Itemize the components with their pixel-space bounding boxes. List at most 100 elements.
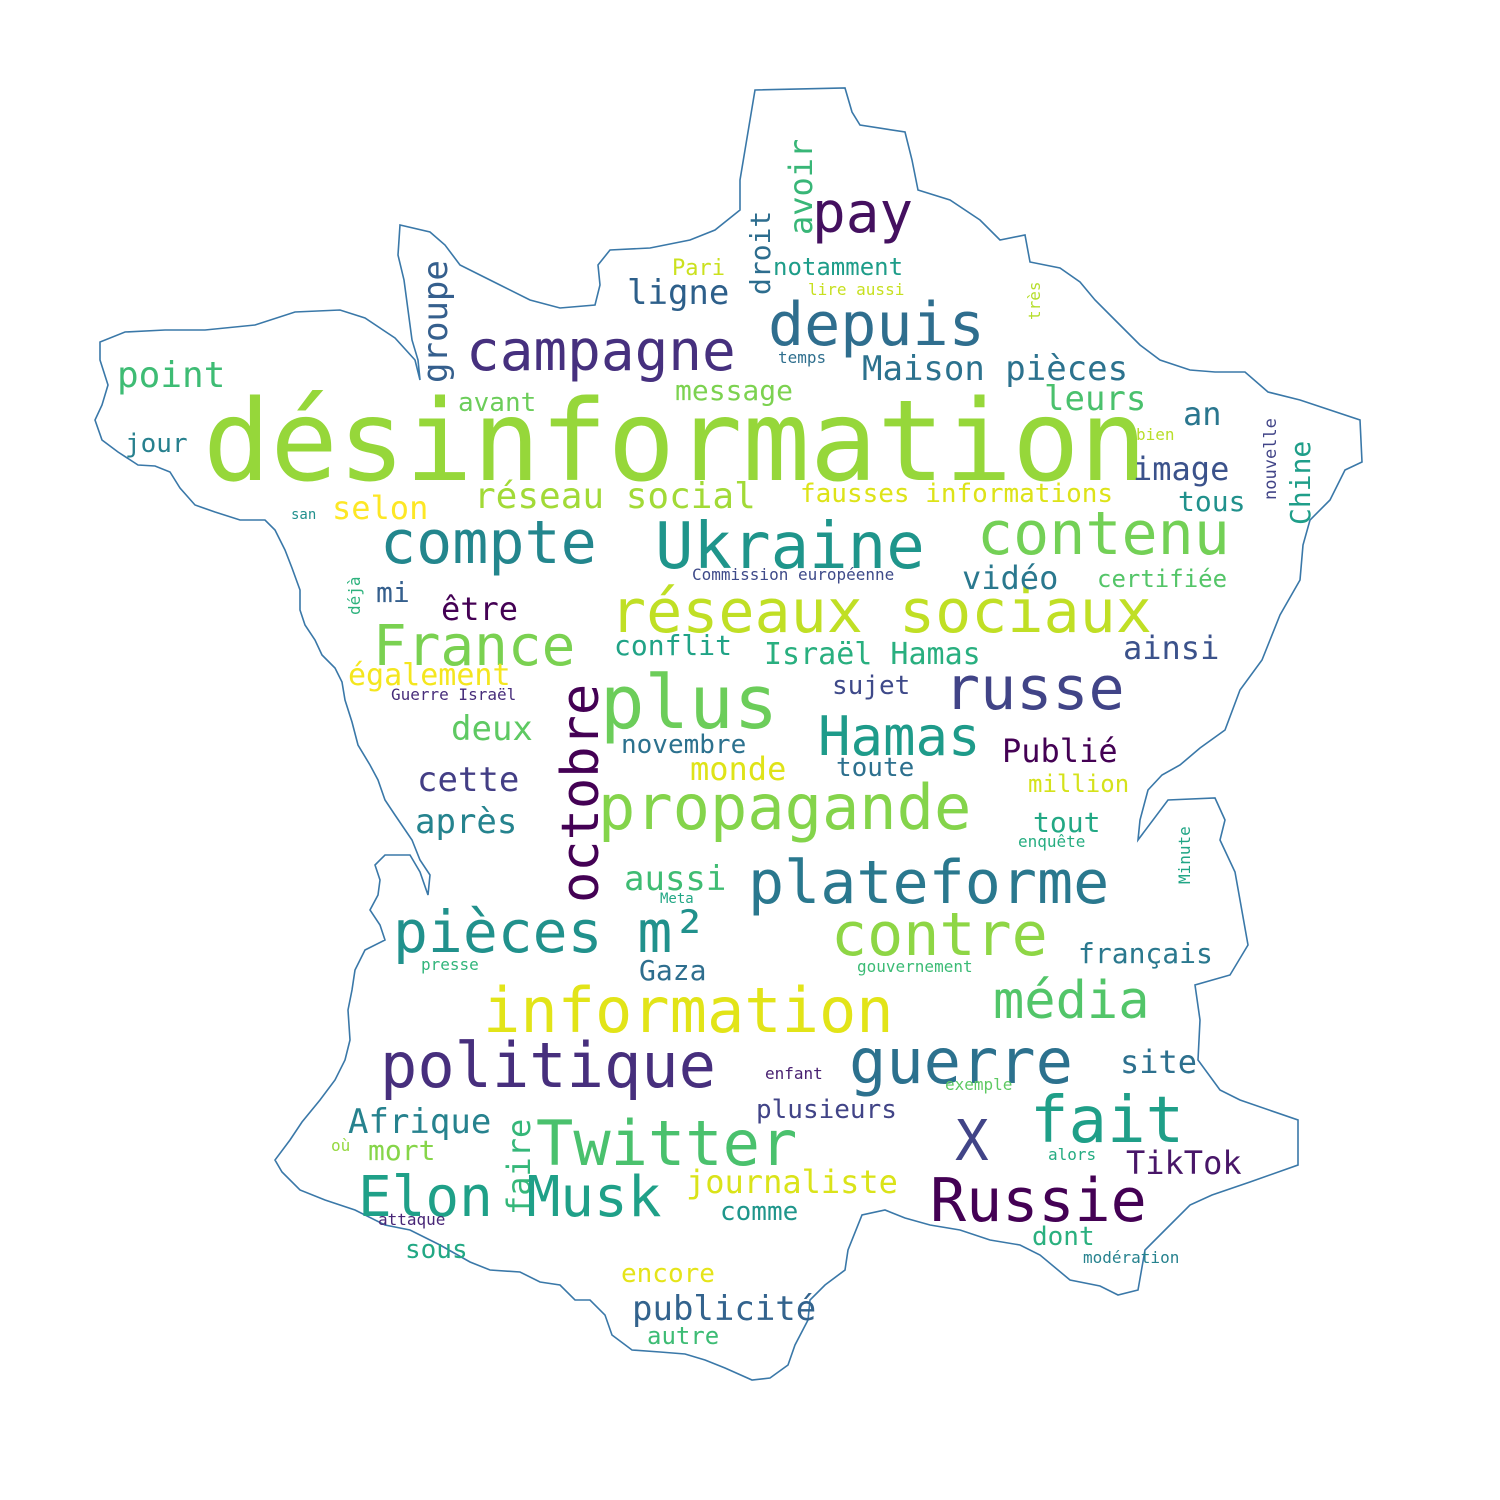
word-an: an	[1183, 395, 1222, 433]
word-contre: contre	[831, 900, 1048, 970]
word-notamment: notamment	[773, 253, 903, 281]
word-nouvelle: nouvelle	[1261, 418, 1281, 500]
word-france: France	[373, 614, 575, 679]
word-million: million	[1028, 770, 1129, 798]
word-russe: russe	[944, 654, 1125, 724]
word-leurs: leurs	[1044, 379, 1146, 419]
word-réseau-social: réseau social	[474, 476, 756, 517]
word-cette: cette	[417, 760, 519, 800]
word-presse: presse	[421, 955, 479, 974]
word-monde: monde	[690, 750, 786, 788]
word-maison-pièces: Maison pièces	[862, 349, 1128, 389]
word-jour: jour	[125, 429, 188, 459]
word-attaque: attaque	[378, 1210, 445, 1229]
word-certifiée: certifiée	[1097, 565, 1227, 593]
word-novembre: novembre	[621, 730, 746, 760]
word-dont: dont	[1032, 1222, 1095, 1252]
word-enquête: enquête	[1018, 832, 1085, 851]
word-point: point	[117, 355, 225, 396]
word-message: message	[675, 374, 793, 407]
word-gaza: Gaza	[639, 954, 706, 987]
word-publié: Publié	[1002, 732, 1118, 770]
word-russie: Russie	[930, 1166, 1147, 1236]
word-exemple: exemple	[945, 1075, 1012, 1094]
word-campagne: campagne	[466, 319, 736, 384]
word-minute: Minute	[1175, 826, 1194, 884]
word-journaliste: journaliste	[686, 1163, 898, 1201]
word-x: X	[955, 1109, 989, 1174]
word-groupe: groupe	[416, 260, 456, 383]
word-meta: Meta	[660, 891, 694, 907]
word-octobre: octobre	[551, 684, 611, 903]
word-mort: mort	[368, 1134, 435, 1167]
word-après: après	[415, 802, 517, 842]
word-selon: selon	[332, 489, 428, 527]
word-plus: plus	[600, 660, 778, 746]
word-où: où	[331, 1136, 350, 1155]
word-information: information	[483, 974, 894, 1047]
word-avant: avant	[458, 388, 536, 418]
word-twitter: Twitter	[536, 1107, 797, 1180]
word-guerre: guerre	[849, 1025, 1073, 1098]
word-publicité: publicité	[632, 1289, 816, 1329]
word-tiktok: TikTok	[1126, 1144, 1242, 1182]
word-très: très	[1025, 281, 1044, 320]
word-commission-européenne: Commission européenne	[692, 565, 894, 584]
word-alors: alors	[1048, 1145, 1096, 1164]
word-lire-aussi: lire aussi	[808, 280, 904, 299]
word-conflit: conflit	[614, 629, 732, 662]
word-tout: tout	[1033, 806, 1100, 839]
word-vidéo: vidéo	[962, 559, 1058, 597]
word-gouvernement: gouvernement	[857, 957, 973, 976]
word-réseaux-sociaux: réseaux sociaux	[610, 577, 1152, 647]
word-enfant: enfant	[765, 1064, 823, 1083]
word-pay: pay	[812, 181, 913, 246]
word-ainsi: ainsi	[1123, 629, 1219, 667]
word-encore: encore	[621, 1259, 715, 1289]
word-français: français	[1078, 937, 1213, 970]
word-tous: tous	[1178, 485, 1245, 518]
word-compte: compte	[380, 508, 597, 578]
word-ligne: ligne	[627, 273, 729, 313]
word-également: également	[348, 658, 511, 693]
word-afrique: Afrique	[348, 1102, 491, 1142]
word-propagande: propagande	[598, 771, 971, 844]
word-modération: modération	[1083, 1248, 1179, 1267]
word-bien: bien	[1136, 425, 1175, 444]
word-san: san	[291, 507, 316, 523]
word-site: site	[1120, 1043, 1197, 1081]
word-plusieurs: plusieurs	[756, 1095, 897, 1125]
word-plateforme: plateforme	[748, 848, 1109, 918]
word-temps: temps	[778, 348, 826, 367]
word-désinformation: désinformation	[203, 377, 1147, 507]
word-mi: mi	[376, 576, 410, 609]
word-fausses-informations: fausses informations	[800, 479, 1113, 509]
word-ukraine: Ukraine	[655, 510, 925, 584]
word-comme: comme	[720, 1197, 798, 1227]
word-deux: deux	[451, 709, 533, 749]
word-image: image	[1133, 450, 1229, 488]
word-autre: autre	[647, 1322, 719, 1350]
word-politique: politique	[380, 1029, 716, 1102]
word-pari: Pari	[672, 256, 725, 281]
france-map-outline	[94, 87, 1363, 1381]
word-aussi: aussi	[624, 859, 726, 899]
word-sujet: sujet	[832, 671, 910, 701]
word-avoir: avoir	[782, 139, 820, 235]
word-faire: faire	[500, 1119, 538, 1215]
word-elon-musk: Elon Musk	[358, 1165, 661, 1230]
word-sous: sous	[405, 1235, 468, 1265]
word-chine: Chine	[1284, 441, 1317, 525]
word-droit: droit	[744, 211, 777, 295]
word-pièces-m²: pièces m²	[393, 898, 707, 966]
word-être: être	[441, 590, 518, 628]
word-média: média	[993, 971, 1150, 1031]
word-israël-hamas: Israël Hamas	[764, 637, 981, 672]
word-depuis: depuis	[768, 290, 985, 360]
word-toute: toute	[836, 753, 914, 783]
word-contenu: contenu	[977, 499, 1230, 569]
word-déjà: déjà	[345, 576, 364, 615]
word-guerre-israël: Guerre Israël	[391, 685, 516, 704]
word-hamas: Hamas	[818, 705, 981, 768]
